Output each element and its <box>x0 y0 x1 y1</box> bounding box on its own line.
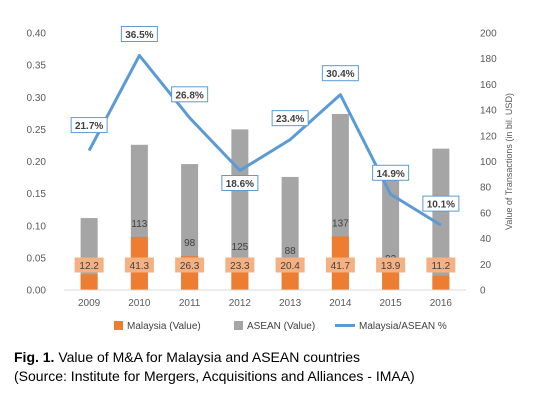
ratio-label-box <box>70 117 108 134</box>
right-tick-label: 0 <box>480 286 486 297</box>
asean-value-label: 88 <box>285 246 297 257</box>
caption-text: Value of M&A for Malaysia and ASEAN coun… <box>54 349 361 365</box>
x-tick-label: 2013 <box>279 298 302 309</box>
right-tick-label: 120 <box>480 131 497 142</box>
ratio-label: 23.4% <box>276 114 304 125</box>
left-tick-label: 0.25 <box>27 125 47 136</box>
malaysia-value-box <box>225 257 255 273</box>
right-tick-label: 20 <box>480 260 492 271</box>
malaysia-value-label: 11.2 <box>432 261 451 272</box>
asean-value-label: 113 <box>131 219 147 230</box>
left-axis: 0.00 0.05 0.10 0.15 0.20 0.25 0.30 0.35 0.40 <box>27 29 47 297</box>
ratio-label: 18.6% <box>226 179 254 190</box>
x-tick-label: 2010 <box>128 298 151 309</box>
malaysia-bar <box>80 274 98 290</box>
malaysia-bar <box>432 275 450 290</box>
ratio-label-box <box>171 86 209 103</box>
asean-bar <box>432 148 450 290</box>
x-tick-label: 2012 <box>229 298 252 309</box>
ratio-label-box <box>321 65 359 82</box>
ratio-label-box <box>372 164 410 181</box>
ratio-label-box <box>422 195 460 212</box>
malaysia-bar <box>382 272 400 290</box>
right-axis-label: Value of Transactions (in bil. USD) <box>504 93 514 230</box>
left-tick-label: 0.40 <box>27 29 47 40</box>
right-tick-label: 180 <box>480 54 497 65</box>
ratio-label-box <box>271 110 309 127</box>
ratio-label-box <box>221 174 259 191</box>
right-tick-label: 60 <box>480 208 492 219</box>
malaysia-value-box <box>74 257 104 273</box>
asean-value-label: 98 <box>184 238 196 249</box>
legend-label: Malaysia/ASEAN % <box>359 321 447 332</box>
left-tick-label: 0.10 <box>27 221 47 232</box>
ratio-label: 26.8% <box>175 90 203 101</box>
legend-label: Malaysia (Value) <box>127 321 201 332</box>
malaysia-value-box <box>124 257 154 273</box>
x-axis: 2009 2010 2011 2012 2013 2014 2015 2016 <box>64 289 466 309</box>
ratio-label: 36.5% <box>125 30 153 41</box>
malaysia-value-box <box>426 257 456 273</box>
figure-caption: Fig. 1. Value of M&A for Malaysia and AS… <box>14 348 534 386</box>
x-tick-label: 2011 <box>179 298 201 309</box>
left-tick-label: 0.30 <box>27 93 47 104</box>
legend: Malaysia (Value) ASEAN (Value) Malaysia/AS… <box>114 321 447 332</box>
malaysia-value-label: 12.2 <box>79 261 99 272</box>
bars: 5611398125881379311012.241.326.323.320.4… <box>74 113 456 290</box>
ratio-line: 21.7% 36.5% 26.8% 18.6% 23.4% 30.4% 14.9% 10.1% <box>70 25 460 227</box>
legend-swatch <box>234 321 243 330</box>
right-tick-label: 40 <box>480 234 492 245</box>
malaysia-value-box <box>325 257 355 273</box>
left-tick-label: 0.20 <box>27 157 47 168</box>
ratio-label: 30.4% <box>326 69 354 80</box>
caption-lead: Fig. 1. <box>14 349 55 365</box>
ratio-label: 10.1% <box>427 200 455 211</box>
malaysia-value-box <box>275 257 305 273</box>
x-tick-label: 2015 <box>380 298 403 309</box>
x-tick-label: 2016 <box>430 298 453 309</box>
chart: 0.00 0.05 0.10 0.15 0.20 0.25 0.30 0.35 0.40 0 20… <box>27 25 514 332</box>
chart-svg: 0.00 0.05 0.10 0.15 0.20 0.25 0.30 0.35 0.40 0 20… <box>27 25 514 332</box>
asean-value-label: 137 <box>332 218 349 229</box>
ratio-label: 21.7% <box>75 121 103 132</box>
legend-label: ASEAN (Value) <box>247 321 315 332</box>
malaysia-value-label: 26.3 <box>180 261 200 272</box>
left-tick-label: 0.15 <box>27 189 47 200</box>
left-tick-label: 0.35 <box>27 61 47 72</box>
caption-title: Fig. 1. Value of M&A for Malaysia and AS… <box>14 348 534 367</box>
asean-value-label: 125 <box>232 242 249 253</box>
caption-source: (Source: Institute for Mergers, Acquisit… <box>14 368 415 384</box>
right-tick-label: 200 <box>480 29 497 40</box>
right-tick-label: 100 <box>480 157 497 168</box>
malaysia-value-box <box>175 257 205 273</box>
right-axis: 0 20 40 60 80 100 120 140 160 180 200 <box>480 29 497 297</box>
malaysia-value-label: 13.9 <box>381 261 401 272</box>
malaysia-value-label: 20.4 <box>280 261 300 272</box>
malaysia-value-label: 23.3 <box>230 261 250 272</box>
malaysia-value-label: 41.3 <box>130 261 150 272</box>
ratio-label-box <box>120 25 158 42</box>
right-tick-label: 140 <box>480 106 497 117</box>
legend-swatch <box>114 321 123 330</box>
left-tick-label: 0.00 <box>27 286 47 297</box>
ratio-label: 14.9% <box>376 169 404 180</box>
x-tick-label: 2014 <box>329 298 352 309</box>
right-tick-label: 160 <box>480 80 497 91</box>
left-tick-label: 0.05 <box>27 253 47 264</box>
malaysia-value-box <box>376 257 406 273</box>
x-tick-label: 2009 <box>78 298 101 309</box>
right-tick-label: 80 <box>480 183 492 194</box>
malaysia-value-label: 41.7 <box>331 261 351 272</box>
